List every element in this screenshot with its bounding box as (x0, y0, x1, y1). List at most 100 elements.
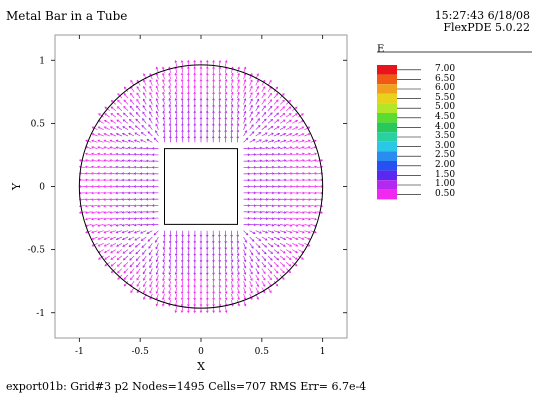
field-arrow (224, 287, 227, 294)
field-arrowhead (288, 113, 292, 116)
field-arrow (91, 224, 98, 227)
field-arrow (298, 255, 304, 260)
field-arrowhead (139, 153, 143, 156)
field-arrow (134, 230, 141, 234)
field-arrow (267, 280, 272, 287)
field-arrowhead (289, 119, 292, 123)
field-arrowhead (168, 247, 172, 250)
field-arrow (181, 111, 184, 118)
field-arrow (85, 140, 92, 143)
field-arrow (267, 153, 274, 156)
field-arrowhead (212, 291, 215, 295)
field-arrowhead (301, 230, 305, 234)
field-arrowhead (275, 99, 279, 103)
field-arrow (249, 262, 253, 268)
field-arrowhead (237, 291, 240, 294)
field-arrow (267, 99, 272, 105)
field-arrow (249, 73, 253, 80)
field-arrow (162, 104, 165, 111)
field-arrowhead (301, 113, 304, 116)
field-arrow (292, 255, 298, 260)
field-arrow (175, 243, 178, 250)
field-arrowhead (256, 297, 259, 300)
field-arrow (162, 73, 165, 80)
field-arrowhead (97, 172, 100, 175)
field-arrow (169, 85, 171, 92)
field-arrowhead (243, 291, 247, 294)
field-arrowhead (109, 224, 113, 227)
field-arrowhead (259, 217, 263, 220)
field-arrowhead (121, 223, 125, 227)
field-arrowhead (151, 223, 155, 226)
field-arrow (298, 205, 305, 207)
field-arrowhead (237, 303, 240, 307)
field-arrow (181, 98, 184, 105)
field-arrowhead (224, 104, 228, 107)
field-arrow (298, 249, 304, 253)
field-arrowhead (283, 146, 287, 149)
field-arrowhead (180, 285, 184, 288)
field-arrow (156, 86, 159, 92)
field-arrowhead (224, 110, 228, 114)
field-arrow (121, 166, 129, 168)
field-arrowhead (162, 247, 166, 250)
field-arrow (181, 73, 184, 80)
field-arrow (136, 112, 141, 118)
field-arrow (218, 111, 221, 118)
field-arrowhead (290, 172, 293, 175)
field-arrow (255, 125, 261, 130)
field-arrowhead (168, 91, 172, 95)
field-arrow (129, 112, 135, 118)
field-arrowhead (314, 211, 318, 214)
field-arrow (231, 281, 233, 288)
field-arrowhead (151, 159, 155, 163)
field-arrowhead (302, 224, 305, 227)
field-arrow (285, 249, 292, 254)
field-arrow (267, 230, 274, 233)
field-arrow (146, 224, 153, 226)
field-arrow (162, 67, 165, 73)
field-arrowhead (139, 204, 143, 208)
field-arrowhead (275, 92, 279, 96)
field-arrowhead (243, 98, 247, 101)
field-arrowhead (199, 135, 203, 139)
field-arrowhead (236, 234, 240, 238)
field-arrow (175, 123, 178, 130)
field-arrowhead (142, 98, 146, 102)
field-arrowhead (314, 165, 318, 169)
field-arrowhead (151, 147, 155, 150)
field-arrow (279, 236, 286, 240)
field-arrow (267, 140, 274, 143)
field-arrowhead (117, 93, 120, 96)
field-arrowhead (251, 246, 254, 249)
field-arrowhead (243, 91, 247, 95)
field-arrowhead (296, 165, 299, 169)
field-arrowhead (97, 126, 101, 129)
field-arrow (163, 129, 165, 137)
field-arrowhead (295, 257, 298, 260)
field-arrow (231, 262, 233, 269)
field-arrow (298, 236, 305, 240)
field-arrowhead (130, 92, 133, 96)
field-arrowhead (174, 297, 178, 301)
field-arrowhead (123, 99, 127, 103)
field-arrow (280, 205, 287, 207)
field-arrow (249, 79, 253, 86)
field-arrow (142, 262, 147, 268)
field-arrow (261, 211, 268, 213)
field-arrow (129, 119, 135, 124)
field-arrowhead (103, 165, 106, 169)
field-arrowhead (218, 104, 222, 107)
field-arrow (218, 300, 221, 307)
field-arrowhead (265, 191, 269, 195)
field-arrowhead (133, 146, 137, 150)
field-arrowhead (218, 259, 221, 263)
field-arrowhead (121, 165, 124, 169)
field-arrowhead (224, 60, 228, 63)
field-arrowhead (263, 271, 266, 275)
field-arrowhead (250, 272, 253, 275)
field-arrow (175, 293, 178, 300)
field-arrow (243, 104, 246, 111)
field-arrow (103, 205, 110, 207)
field-arrowhead (243, 66, 247, 70)
